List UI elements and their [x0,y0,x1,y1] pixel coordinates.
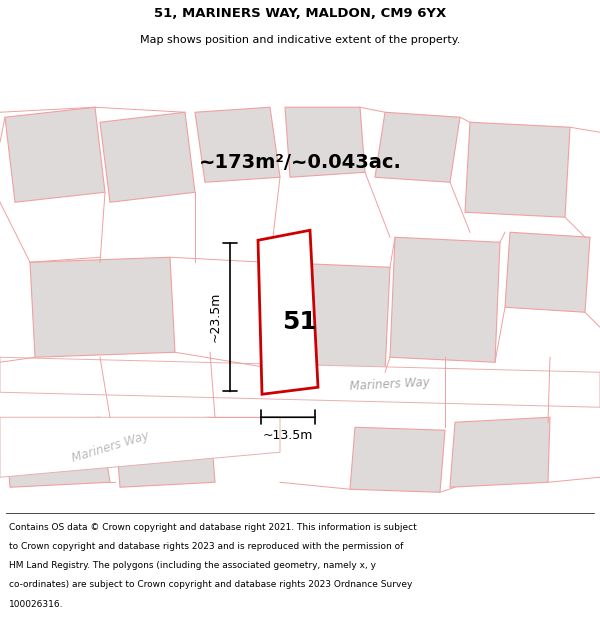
Text: Mariners Way: Mariners Way [350,376,430,393]
Text: 51: 51 [283,310,317,334]
Text: ~173m²/~0.043ac.: ~173m²/~0.043ac. [199,152,401,172]
Text: Map shows position and indicative extent of the property.: Map shows position and indicative extent… [140,35,460,45]
Text: Contains OS data © Crown copyright and database right 2021. This information is : Contains OS data © Crown copyright and d… [9,523,417,532]
Text: co-ordinates) are subject to Crown copyright and database rights 2023 Ordnance S: co-ordinates) are subject to Crown copyr… [9,581,412,589]
Text: Mariners Way: Mariners Way [70,429,150,465]
Text: 51, MARINERS WAY, MALDON, CM9 6YX: 51, MARINERS WAY, MALDON, CM9 6YX [154,7,446,20]
Text: HM Land Registry. The polygons (including the associated geometry, namely x, y: HM Land Registry. The polygons (includin… [9,561,376,571]
Polygon shape [258,230,318,394]
Text: ~23.5m: ~23.5m [209,292,222,342]
Text: ~13.5m: ~13.5m [263,429,313,442]
Text: 100026316.: 100026316. [9,599,64,609]
Text: to Crown copyright and database rights 2023 and is reproduced with the permissio: to Crown copyright and database rights 2… [9,542,403,551]
